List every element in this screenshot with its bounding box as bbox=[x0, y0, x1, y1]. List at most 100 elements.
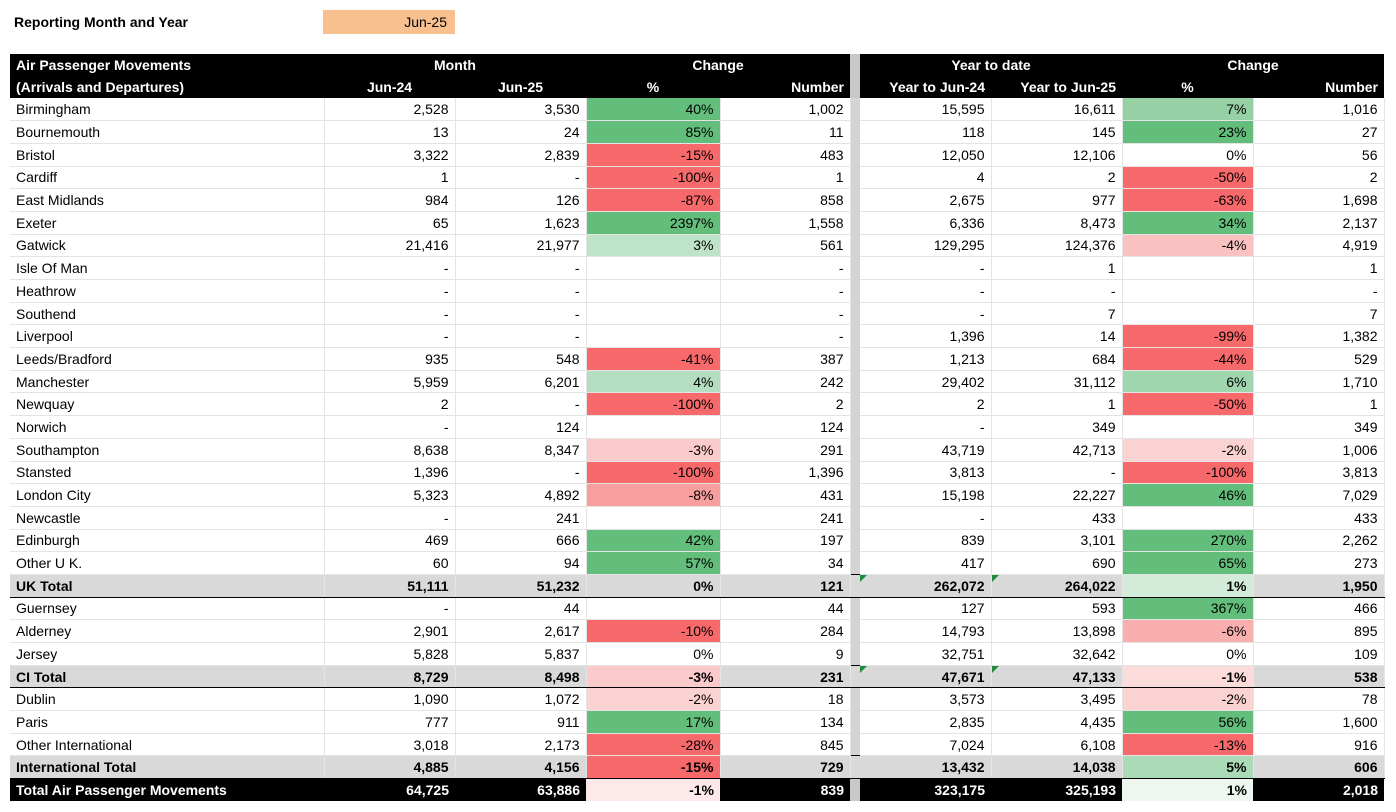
ytd-jun24-value[interactable]: 32,751 bbox=[860, 642, 992, 666]
month-change-number[interactable]: 242 bbox=[720, 370, 851, 394]
ytd-jun25-value[interactable]: - bbox=[991, 461, 1123, 485]
month-change-pct[interactable]: -87% bbox=[586, 188, 721, 212]
ytd-jun24-value[interactable]: 15,198 bbox=[860, 483, 992, 507]
month-jun25-value[interactable]: - bbox=[455, 392, 587, 417]
ytd-jun25-value[interactable]: 6,108 bbox=[991, 733, 1123, 757]
ytd-jun25-value[interactable]: 593 bbox=[991, 597, 1123, 621]
ytd-change-number[interactable]: 349 bbox=[1253, 415, 1385, 439]
month-jun24-value[interactable]: 8,638 bbox=[324, 438, 456, 462]
airport-name[interactable]: Newcastle bbox=[10, 506, 325, 530]
month-jun25-value[interactable]: 3,530 bbox=[455, 98, 587, 122]
month-jun25-value[interactable]: - bbox=[455, 324, 587, 349]
ytd-change-pct[interactable] bbox=[1122, 256, 1254, 280]
month-jun24-value[interactable]: 2,528 bbox=[324, 98, 456, 122]
ytd-change-pct[interactable]: 34% bbox=[1122, 211, 1254, 235]
ytd-jun24-value[interactable]: 7,024 bbox=[860, 733, 992, 757]
ytd-jun24-value[interactable]: 43,719 bbox=[860, 438, 992, 462]
month-jun24-value[interactable]: 5,323 bbox=[324, 483, 456, 507]
month-jun24-value[interactable]: 65 bbox=[324, 211, 456, 235]
ytd-jun24-value[interactable]: - bbox=[860, 415, 992, 439]
month-change-number[interactable]: 2 bbox=[720, 392, 851, 417]
airport-name[interactable]: Bournemouth bbox=[10, 120, 325, 144]
month-change-number[interactable]: 1 bbox=[720, 166, 851, 190]
ytd-jun24-value[interactable]: 118 bbox=[860, 120, 992, 144]
ytd-jun24-value[interactable]: 14,793 bbox=[860, 619, 992, 643]
ytd-change-pct[interactable] bbox=[1122, 506, 1254, 530]
month-jun25-value[interactable]: 51,232 bbox=[455, 573, 587, 598]
ytd-jun24-value[interactable]: 47,671 bbox=[860, 664, 992, 689]
airport-name[interactable]: UK Total bbox=[10, 573, 325, 598]
airport-name[interactable]: Heathrow bbox=[10, 279, 325, 303]
ytd-jun25-value[interactable]: 47,133 bbox=[991, 664, 1123, 689]
month-jun24-value[interactable]: 1,090 bbox=[324, 687, 456, 712]
ytd-change-number[interactable]: 2,018 bbox=[1253, 778, 1384, 802]
month-change-pct[interactable]: -1% bbox=[586, 778, 720, 802]
month-jun24-value[interactable]: 1,396 bbox=[324, 461, 456, 485]
ytd-change-number[interactable]: 27 bbox=[1253, 120, 1385, 144]
ytd-change-number[interactable]: 606 bbox=[1253, 755, 1385, 780]
ytd-change-pct[interactable] bbox=[1122, 302, 1254, 326]
ytd-change-number[interactable]: 1 bbox=[1253, 392, 1385, 417]
ytd-jun25-value[interactable]: 1 bbox=[991, 256, 1123, 280]
ytd-change-pct[interactable]: -99% bbox=[1122, 324, 1254, 349]
month-jun24-value[interactable]: 3,322 bbox=[324, 143, 456, 167]
ytd-change-pct[interactable] bbox=[1122, 279, 1254, 303]
month-change-number[interactable]: - bbox=[720, 279, 851, 303]
airport-name[interactable]: CI Total bbox=[10, 664, 325, 689]
month-jun24-value[interactable]: - bbox=[324, 506, 456, 530]
month-jun25-value[interactable]: 548 bbox=[455, 347, 587, 371]
ytd-change-pct[interactable]: -2% bbox=[1122, 438, 1254, 462]
month-jun25-value[interactable]: 5,837 bbox=[455, 642, 587, 666]
month-jun25-value[interactable]: 6,201 bbox=[455, 370, 587, 394]
ytd-change-number[interactable]: 1,710 bbox=[1253, 370, 1385, 394]
ytd-jun25-value[interactable]: 690 bbox=[991, 551, 1123, 575]
ytd-jun25-value[interactable]: 264,022 bbox=[991, 573, 1123, 598]
ytd-jun25-value[interactable]: 2 bbox=[991, 166, 1123, 190]
month-change-pct[interactable]: 17% bbox=[586, 710, 721, 734]
month-jun24-value[interactable]: 2 bbox=[324, 392, 456, 417]
month-jun25-value[interactable]: 126 bbox=[455, 188, 587, 212]
month-jun25-value[interactable]: 666 bbox=[455, 529, 587, 553]
month-jun25-value[interactable]: 24 bbox=[455, 120, 587, 144]
ytd-change-number[interactable]: 3,813 bbox=[1253, 461, 1385, 485]
month-change-number[interactable]: 9 bbox=[720, 642, 851, 666]
month-change-number[interactable]: 34 bbox=[720, 551, 851, 575]
ytd-jun25-value[interactable]: 3,495 bbox=[991, 687, 1123, 712]
ytd-change-pct[interactable]: -6% bbox=[1122, 619, 1254, 643]
month-jun24-value[interactable]: 777 bbox=[324, 710, 456, 734]
ytd-change-pct[interactable]: 7% bbox=[1122, 98, 1254, 122]
month-change-pct[interactable]: 85% bbox=[586, 120, 721, 144]
ytd-change-number[interactable]: 7 bbox=[1253, 302, 1385, 326]
month-change-number[interactable]: 124 bbox=[720, 415, 851, 439]
ytd-jun24-value[interactable]: - bbox=[860, 302, 992, 326]
ytd-change-pct[interactable]: 6% bbox=[1122, 370, 1254, 394]
month-change-number[interactable]: - bbox=[720, 302, 851, 326]
month-jun25-value[interactable]: 4,156 bbox=[455, 755, 587, 780]
month-change-pct[interactable]: -15% bbox=[586, 143, 721, 167]
month-change-pct[interactable] bbox=[586, 256, 721, 280]
month-jun25-value[interactable]: 21,977 bbox=[455, 234, 587, 258]
ytd-change-pct[interactable]: -50% bbox=[1122, 392, 1254, 417]
ytd-change-number[interactable]: 2,137 bbox=[1253, 211, 1385, 235]
airport-name[interactable]: Southend bbox=[10, 302, 325, 326]
ytd-jun25-value[interactable]: 42,713 bbox=[991, 438, 1123, 462]
month-change-number[interactable]: 1,558 bbox=[720, 211, 851, 235]
ytd-jun25-value[interactable]: 16,611 bbox=[991, 98, 1123, 122]
ytd-jun25-value[interactable]: - bbox=[991, 279, 1123, 303]
ytd-jun24-value[interactable]: - bbox=[860, 279, 992, 303]
ytd-change-number[interactable]: 78 bbox=[1253, 687, 1385, 712]
ytd-jun24-value[interactable]: 1,213 bbox=[860, 347, 992, 371]
airport-name[interactable]: Norwich bbox=[10, 415, 325, 439]
ytd-jun24-value[interactable]: 15,595 bbox=[860, 98, 992, 122]
ytd-jun24-value[interactable]: 3,813 bbox=[860, 461, 992, 485]
airport-name[interactable]: London City bbox=[10, 483, 325, 507]
month-change-pct[interactable]: -100% bbox=[586, 461, 721, 485]
ytd-change-number[interactable]: 2,262 bbox=[1253, 529, 1385, 553]
ytd-jun24-value[interactable]: 2 bbox=[860, 392, 992, 417]
ytd-change-pct[interactable]: -50% bbox=[1122, 166, 1254, 190]
ytd-jun24-value[interactable]: 323,175 bbox=[860, 778, 991, 802]
month-jun25-value[interactable]: 124 bbox=[455, 415, 587, 439]
ytd-change-pct[interactable]: -1% bbox=[1122, 664, 1254, 689]
month-jun24-value[interactable]: 21,416 bbox=[324, 234, 456, 258]
ytd-jun24-value[interactable]: - bbox=[860, 256, 992, 280]
